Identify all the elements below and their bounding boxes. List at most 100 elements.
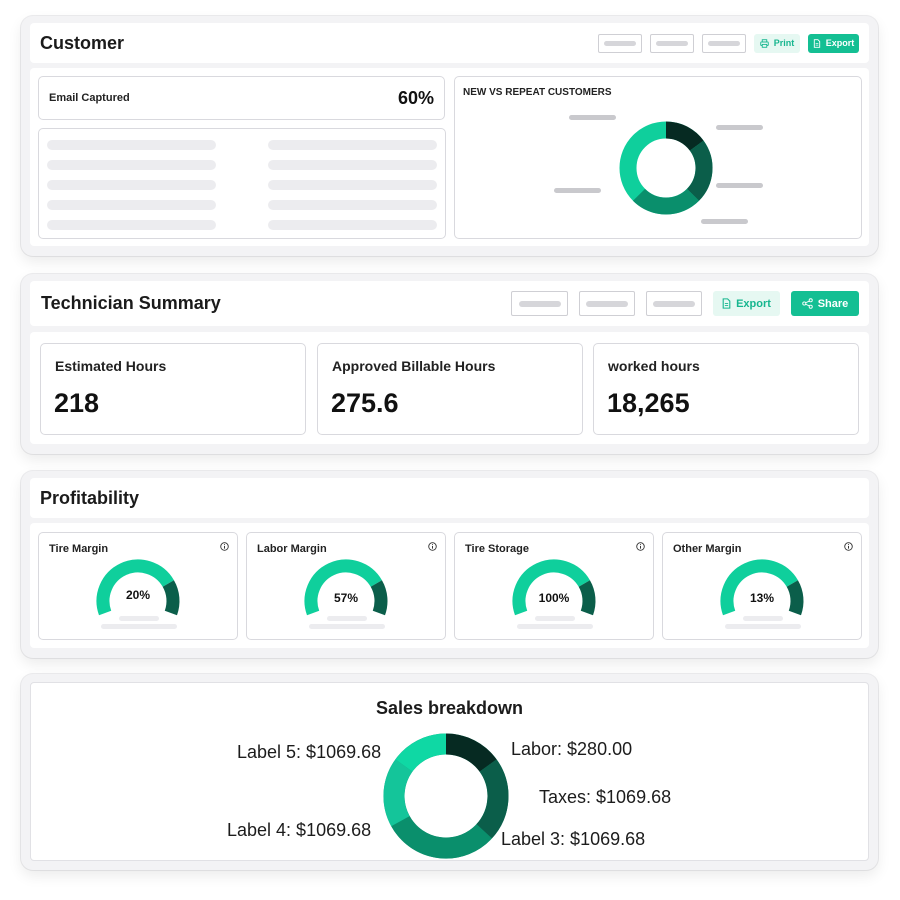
technician-header-actions: Export Share [511,291,859,316]
skeleton-row [47,140,216,150]
metric-label: worked hours [608,358,700,374]
gauge-arc-main [512,559,590,616]
gauge-title: Other Margin [673,543,742,555]
gauge-arc [304,559,388,616]
sales-label-3: Label 3: $1069.68 [501,829,646,849]
document-icon [813,38,820,48]
gauge-card-other-margin: Other Margin 13% [662,532,862,640]
gauge-arc-end [786,580,804,616]
metric-value: 18,265 [607,388,690,418]
sales-body: Sales breakdown Label 5: $1069.68 Labor:… [30,682,869,861]
filter-dropdown-3[interactable] [702,33,746,53]
info-icon[interactable] [636,542,645,551]
gauge-arc-main [304,559,382,616]
profitability-title: Profitability [40,487,140,508]
filter-dropdown-2[interactable] [650,33,694,53]
sales-label-labor: Labor: $280.00 [511,739,633,759]
profitability-header: Profitability [30,478,869,518]
skeleton-row [268,220,437,230]
info-icon[interactable] [844,542,853,551]
skeleton-bar [535,616,575,621]
share-button[interactable]: Share [791,291,859,316]
skeleton-bar [101,624,177,629]
gauge-value: 20% [125,588,151,602]
gauge-value: 57% [333,591,359,605]
technician-panel: Technician Summary Export Share Estimate… [21,274,878,454]
skeleton-bar [309,624,385,629]
new-vs-repeat-card: NEW VS REPEAT CUSTOMERS [454,76,862,239]
gauge-value: 13% [749,591,775,605]
profitability-body: Tire Margin 20% Labor Margin 57% Tire St… [30,523,869,648]
metric-value: 218 [54,388,100,418]
skeleton-row [47,220,216,230]
legend-placeholder [569,115,616,120]
technician-title: Technician Summary [41,293,221,313]
customer-header-actions: Print Export [598,33,859,53]
customer-panel: Customer Print Export Email Captured 60% [21,16,878,256]
gauge-card-tire-storage: Tire Storage 100% [454,532,654,640]
metric-card-approved-billable-hours: Approved Billable Hours 275.6 [317,343,583,435]
legend-placeholder [701,219,748,224]
metric-card-worked-hours: worked hours 18,265 [593,343,859,435]
sales-donut [383,733,509,859]
customer-export-button[interactable]: Export [808,33,859,53]
skeleton-bar [517,624,593,629]
skeleton-row [268,140,437,150]
sales-label-taxes: Taxes: $1069.68 [539,787,672,807]
customer-table-placeholder [38,128,446,239]
new-vs-repeat-title: NEW VS REPEAT CUSTOMERS [463,87,612,98]
gauge-card-tire-margin: Tire Margin 20% [38,532,238,640]
customer-title: Customer [40,32,125,53]
sales-label-5: Label 5: $1069.68 [237,742,382,762]
share-icon [801,298,813,309]
skeleton-row [268,160,437,170]
share-label: Share [817,297,849,310]
sales-title: Sales breakdown [375,698,524,718]
gauge-title: Tire Margin [49,543,109,555]
filter-dropdown-1[interactable] [598,33,642,53]
legend-placeholder [716,125,763,130]
technician-header: Technician Summary Export Share [30,281,869,326]
skeleton-row [47,180,216,190]
printer-icon [760,38,769,48]
skeleton-row [268,200,437,210]
gauge-arc [512,559,596,616]
gauge-arc-main [720,559,798,616]
skeleton-row [47,200,216,210]
profitability-panel: Profitability Tire Margin 20% Labor Marg… [21,471,878,658]
customer-body: Email Captured 60% NEW VS REPEAT CUSTOME… [30,68,869,246]
info-icon[interactable] [428,542,437,551]
new-vs-repeat-donut [619,121,713,215]
gauge-arc [720,559,804,616]
gauge-arc [96,559,180,616]
skeleton-bar [327,616,367,621]
skeleton-bar [725,624,801,629]
sales-label-4: Label 4: $1069.68 [227,820,372,840]
print-label: Print [773,38,795,48]
gauge-title: Tire Storage [465,543,529,555]
customer-header: Customer Print Export [30,23,869,63]
skeleton-row [268,180,437,190]
filter-dropdown-3[interactable] [646,291,702,316]
technician-body: Estimated Hours 218 Approved Billable Ho… [30,332,869,444]
gauge-value: 100% [538,591,570,605]
print-button[interactable]: Print [754,33,800,53]
filter-dropdown-1[interactable] [511,291,568,316]
document-icon [722,298,731,309]
gauge-arc-end [162,580,180,616]
sales-panel: Sales breakdown Label 5: $1069.68 Labor:… [21,674,878,870]
technician-export-label: Export [736,297,771,310]
skeleton-bar [119,616,159,621]
info-icon[interactable] [220,542,229,551]
email-captured-card: Email Captured 60% [38,76,445,120]
gauge-arc-end [370,580,388,616]
metric-card-estimated-hours: Estimated Hours 218 [40,343,306,435]
filter-dropdown-2[interactable] [579,291,635,316]
metric-value: 275.6 [331,388,399,418]
skeleton-bar [743,616,783,621]
legend-placeholder [554,188,601,193]
metric-label: Approved Billable Hours [332,358,496,374]
technician-export-button[interactable]: Export [713,291,780,316]
email-captured-value: 60% [397,88,434,108]
gauge-arc-end [578,580,596,616]
